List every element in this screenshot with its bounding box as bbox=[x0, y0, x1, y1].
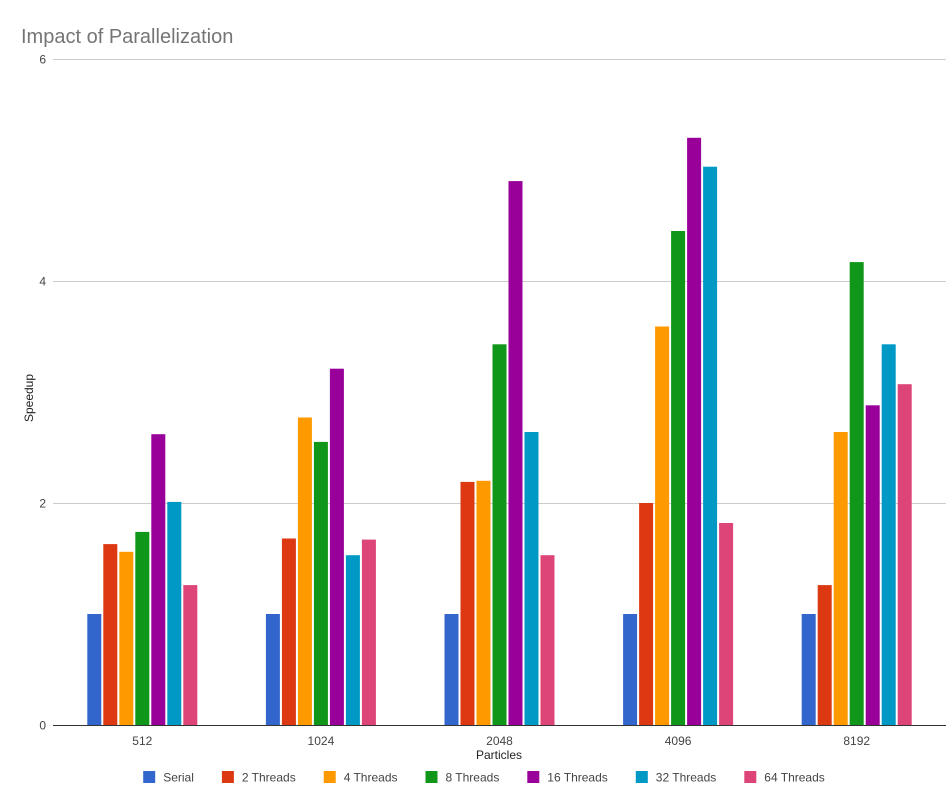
y-tick-label: 6 bbox=[39, 53, 46, 67]
bar-2-threads-512[interactable] bbox=[103, 544, 118, 725]
bar-8-threads-1024[interactable] bbox=[313, 441, 328, 725]
y-tick-label: 0 bbox=[39, 719, 46, 733]
bar-64-threads-512[interactable] bbox=[183, 585, 198, 725]
legend[interactable]: Serial 2 Threads 4 Threads 8 Threads 16 Thre… bbox=[143, 771, 825, 785]
x-axis-title: Particles bbox=[476, 748, 522, 762]
bar-serial-4096[interactable] bbox=[623, 614, 638, 725]
bar-serial-1024[interactable] bbox=[265, 614, 280, 725]
x-tick-label: 2048 bbox=[486, 734, 513, 748]
y-axis-title: Speedup bbox=[22, 374, 36, 422]
legend-swatch bbox=[635, 771, 648, 783]
legend-label: 64 Threads bbox=[764, 771, 825, 785]
legend-label: Serial bbox=[163, 771, 194, 785]
legend-item-32-threads[interactable]: 32 Threads bbox=[635, 771, 717, 785]
x-tick-label: 4096 bbox=[665, 734, 692, 748]
x-tick-label: 1024 bbox=[308, 734, 335, 748]
bar-32-threads-4096[interactable] bbox=[703, 166, 718, 725]
legend-item-64-threads[interactable]: 64 Threads bbox=[744, 771, 825, 785]
bar-serial-512[interactable] bbox=[87, 614, 102, 725]
bar-2-threads-8192[interactable] bbox=[817, 585, 832, 725]
y-tick-label: 4 bbox=[39, 275, 46, 289]
legend-label: 32 Threads bbox=[656, 771, 717, 785]
legend-swatch bbox=[221, 771, 234, 783]
bar-16-threads-2048[interactable] bbox=[508, 181, 523, 726]
bar-32-threads-2048[interactable] bbox=[524, 432, 539, 725]
bar-64-threads-2048[interactable] bbox=[540, 555, 555, 725]
legend-label: 8 Threads bbox=[446, 771, 500, 785]
legend-item-serial[interactable]: Serial bbox=[143, 771, 194, 785]
legend-item-16-threads[interactable]: 16 Threads bbox=[527, 771, 608, 785]
legend-swatch bbox=[323, 771, 336, 783]
bar-2-threads-4096[interactable] bbox=[639, 503, 654, 725]
bar-32-threads-1024[interactable] bbox=[345, 555, 360, 725]
legend-item-2-threads[interactable]: 2 Threads bbox=[221, 771, 296, 785]
bar-64-threads-4096[interactable] bbox=[719, 523, 734, 725]
bar-2-threads-2048[interactable] bbox=[460, 481, 475, 725]
bar-2-threads-1024[interactable] bbox=[281, 538, 296, 726]
bar-8-threads-512[interactable] bbox=[135, 531, 150, 725]
bar-32-threads-512[interactable] bbox=[167, 501, 182, 725]
legend-label: 16 Threads bbox=[547, 771, 608, 785]
bar-16-threads-8192[interactable] bbox=[865, 405, 880, 725]
bar-8-threads-4096[interactable] bbox=[671, 231, 686, 725]
bar-64-threads-8192[interactable] bbox=[897, 384, 912, 725]
legend-item-4-threads[interactable]: 4 Threads bbox=[323, 771, 398, 785]
bar-4-threads-2048[interactable] bbox=[476, 480, 491, 725]
y-axis-ticks: 0 2 4 6 bbox=[39, 53, 46, 733]
legend-swatch bbox=[744, 771, 757, 783]
y-tick-label: 2 bbox=[39, 497, 46, 511]
bar-32-threads-8192[interactable] bbox=[881, 344, 896, 725]
legend-swatch bbox=[143, 771, 156, 783]
bar-4-threads-512[interactable] bbox=[119, 551, 134, 725]
bar-64-threads-1024[interactable] bbox=[361, 539, 376, 725]
legend-swatch bbox=[527, 771, 540, 783]
legend-label: 4 Threads bbox=[344, 771, 398, 785]
bar-16-threads-4096[interactable] bbox=[687, 137, 702, 726]
bar-8-threads-2048[interactable] bbox=[492, 344, 507, 725]
bar-8-threads-8192[interactable] bbox=[849, 262, 864, 725]
bar-4-threads-1024[interactable] bbox=[297, 417, 312, 726]
bar-4-threads-4096[interactable] bbox=[655, 326, 670, 726]
x-tick-label: 8192 bbox=[843, 734, 870, 748]
bars bbox=[87, 137, 912, 726]
bar-4-threads-8192[interactable] bbox=[833, 432, 848, 725]
x-tick-label: 512 bbox=[132, 734, 152, 748]
bar-serial-8192[interactable] bbox=[801, 614, 816, 725]
legend-item-8-threads[interactable]: 8 Threads bbox=[425, 771, 500, 785]
chart-title: Impact of Parallelization bbox=[21, 26, 233, 48]
bar-16-threads-1024[interactable] bbox=[329, 368, 344, 725]
x-axis-ticks: 512 1024 2048 4096 8192 bbox=[132, 734, 870, 748]
legend-label: 2 Threads bbox=[242, 771, 296, 785]
bar-16-threads-512[interactable] bbox=[151, 434, 166, 725]
legend-swatch bbox=[425, 771, 438, 783]
bar-serial-2048[interactable] bbox=[444, 614, 459, 725]
